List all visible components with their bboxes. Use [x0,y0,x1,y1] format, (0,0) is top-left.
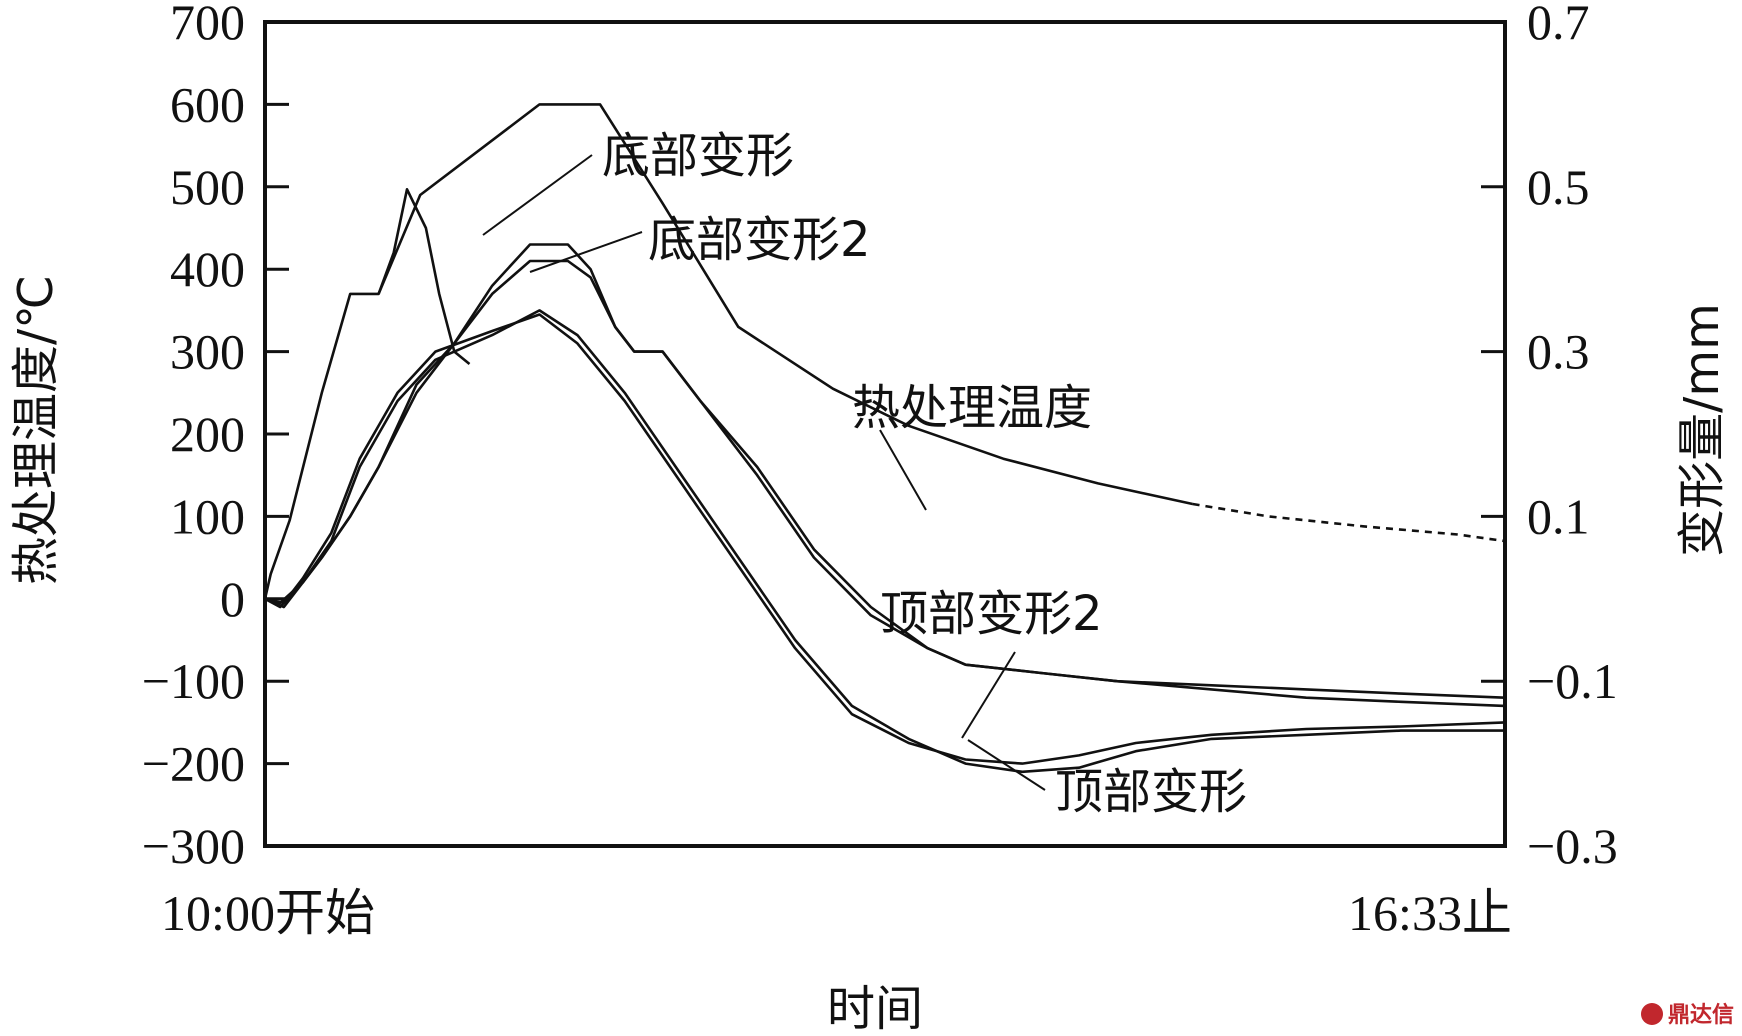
annotation-leaders [482,154,1046,791]
right-tick-label: −0.1 [1527,653,1618,709]
right-axis-ticks: 0.7 0.5 0.3 0.1 −0.1 −0.3 [1481,0,1618,874]
right-tick-label: 0.3 [1527,324,1590,380]
annotation-top-deformation: 顶部变形 [1055,764,1247,820]
left-tick-label: 200 [170,406,245,462]
watermark: 鼎达信 [1641,1002,1734,1028]
left-tick-label: 0 [220,571,245,627]
y-right-axis-title: 变形量/mm [1674,303,1730,557]
leader-top-deformation-2 [961,651,1016,739]
x-start-label: 10:00开始 [161,885,375,941]
annotation-bottom-deformation-2: 底部变形2 [648,212,871,268]
series-layer [263,103,1506,774]
y-left-axis-title: 热处理温度/℃ [8,275,64,585]
left-tick-label: 300 [170,324,245,380]
right-tick-label: 0.1 [1527,488,1590,544]
left-tick-label: −100 [142,653,245,709]
series-bottom-deformation-2 [264,259,1506,699]
right-tick-label: −0.3 [1527,818,1618,874]
left-tick-label: 600 [170,76,245,132]
left-tick-label: 500 [170,159,245,215]
annotation-top-deformation-2: 顶部变形2 [880,586,1103,642]
left-tick-label: −200 [142,736,245,792]
series-temperature-spike [377,188,471,366]
left-tick-label: 700 [170,0,245,50]
series-top-deformation-2 [264,313,1506,765]
watermark-logo-icon [1641,1003,1663,1025]
leader-bottom-deformation [482,154,593,236]
annotation-heat-treatment-temperature: 热处理温度 [852,380,1092,436]
right-tick-label: 0.7 [1527,0,1590,50]
left-axis-ticks: 700 600 500 400 300 200 100 0 −100 −200 −300 [142,0,289,874]
x-end-label: 16:33止 [1348,885,1512,941]
series-top-deformation [264,309,1505,774]
leader-heat-treatment-temperature [879,429,927,511]
x-axis-title: 时间 [827,981,923,1036]
series-heat-treatment-temperature-dashed [1192,502,1506,543]
leader-bottom-deformation-2 [529,231,643,273]
left-tick-label: −300 [142,818,245,874]
series-heat-treatment-temperature [263,103,1193,600]
annotation-bottom-deformation: 底部变形 [602,128,794,184]
right-tick-label: 0.5 [1527,159,1590,215]
watermark-text: 鼎达信 [1668,1002,1734,1028]
left-tick-label: 400 [170,241,245,297]
left-tick-label: 100 [170,488,245,544]
leader-top-deformation [967,739,1046,791]
